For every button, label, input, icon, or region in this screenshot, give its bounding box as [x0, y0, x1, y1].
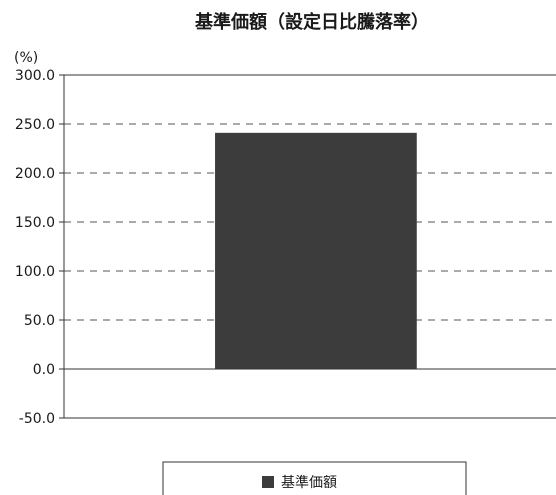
legend-box [162, 461, 467, 495]
legend-label: 基準価額 [281, 474, 337, 491]
y-axis-unit-label: (%) [14, 50, 38, 66]
chart-title: 基準価額（設定日比騰落率） [194, 11, 429, 33]
axes [59, 74, 556, 419]
y-tick-label: 0.0 [33, 362, 55, 378]
y-tick-label: -50.0 [19, 411, 55, 427]
legend-swatch [262, 476, 274, 488]
y-tick-label: 250.0 [15, 117, 55, 133]
bars [215, 132, 417, 369]
y-tick-label: 200.0 [15, 166, 55, 182]
y-tick-label: 300.0 [15, 68, 55, 84]
y-tick-labels: 300.0 250.0 200.0 150.0 100.0 50.0 0.0 -50.0 [15, 68, 55, 427]
bar [215, 132, 417, 369]
legend: 基準価額 [162, 461, 467, 495]
y-tick-label: 150.0 [15, 215, 55, 231]
gridlines [64, 123, 556, 321]
y-tick-label: 100.0 [15, 264, 55, 280]
y-tick-label: 50.0 [24, 313, 55, 329]
